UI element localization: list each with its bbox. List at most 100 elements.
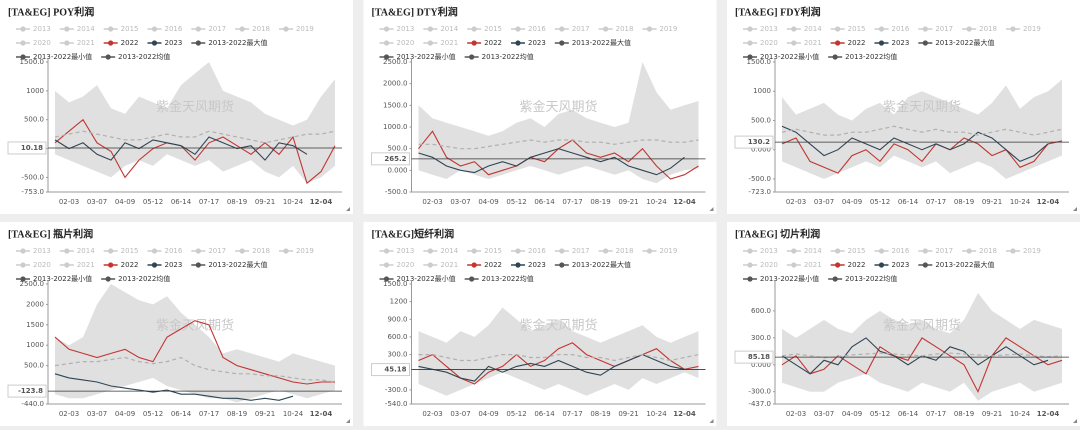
legend-swatch-dot xyxy=(427,40,433,46)
legend-swatch-dot xyxy=(835,248,841,254)
y-tick-label: 1500 xyxy=(26,321,44,329)
x-tick-label: 09-21 xyxy=(255,198,275,206)
legend-label: 2021 xyxy=(77,261,95,269)
legend-label: 2021 xyxy=(440,39,458,47)
x-tick-label: 02-03 xyxy=(59,410,79,418)
y-tick-label: 300.0 xyxy=(751,334,771,342)
legend-item: 2018 xyxy=(235,247,270,255)
x-tick-label: 05-12 xyxy=(143,198,163,206)
legend-item: 2016 xyxy=(510,247,546,255)
legend-swatch-dot xyxy=(64,26,70,32)
resize-handle xyxy=(1073,207,1077,211)
legend-label: 2023 xyxy=(891,261,909,269)
legend-label: 2013-2022最小值 xyxy=(397,274,456,283)
x-tick-label: 06-14 xyxy=(171,410,192,418)
mean-line xyxy=(781,125,1063,136)
y-tick-label: 500.0 xyxy=(24,116,44,124)
legend-item: 2013-2022最小值 xyxy=(743,52,819,61)
legend-label: 2021 xyxy=(440,261,458,269)
range-band xyxy=(55,62,335,184)
legend-label: 2013 xyxy=(33,25,51,33)
x-tick-label: 02-03 xyxy=(786,410,806,418)
resize-handle xyxy=(1073,419,1077,423)
legend-swatch-dot xyxy=(20,276,26,282)
legend-swatch-dot xyxy=(791,26,797,32)
legend-item: 2022 xyxy=(103,261,138,269)
chart-panel: [TA&EG] FDY利润 2013 2014 2015 2016 2017 2018 201… xyxy=(727,0,1080,214)
legend-item: 2014 xyxy=(423,247,459,255)
x-tick-label: 02-03 xyxy=(422,410,442,418)
legend-swatch-dot xyxy=(1010,26,1016,32)
legend-swatch-dot xyxy=(105,276,111,282)
legend-swatch-dot xyxy=(20,40,26,46)
chart-panel: [TA&EG] POY利润 2013 2014 2015 2016 2017 2018 201… xyxy=(0,0,353,214)
legend-swatch-dot xyxy=(878,26,885,32)
legend-label: 2013 xyxy=(33,247,51,255)
legend-item: 2022 xyxy=(830,261,865,269)
y-tick-label: 2500.0 xyxy=(20,280,45,288)
legend-item: 2020 xyxy=(16,39,51,47)
legend-item: 2013-2022均值 xyxy=(464,274,534,283)
watermark: 紫金天风期货 xyxy=(519,318,597,334)
current-value-tag xyxy=(371,152,410,166)
legend-swatch-dot xyxy=(791,40,797,46)
legend-item: 2013 xyxy=(379,25,414,33)
legend-label: 2021 xyxy=(804,39,822,47)
legend-label: 2019 xyxy=(296,247,314,255)
legend-swatch-dot xyxy=(559,40,565,46)
legend-label: 2017 xyxy=(572,247,590,255)
x-tick-label: 09-21 xyxy=(982,410,1002,418)
legend-label: 2013 xyxy=(397,247,415,255)
legend-swatch-dot xyxy=(471,262,477,268)
legend-swatch-dot xyxy=(471,26,477,32)
legend-label: 2015 xyxy=(121,247,139,255)
chart-title: [TA&EG] FDY利润 xyxy=(735,5,821,18)
y-tick-label: 0.000 xyxy=(751,361,771,369)
y-tick-label: 1500.0 xyxy=(20,58,45,66)
chart-panel: [TA&EG] DTY利润 2013 2014 2015 2016 2017 2018 201… xyxy=(363,0,717,214)
x-tick-label: 05-12 xyxy=(506,410,526,418)
legend-swatch-dot xyxy=(835,262,841,268)
legend-label: 2023 xyxy=(528,39,546,47)
chart-title: [TA&EG] DTY利润 xyxy=(372,5,458,18)
legend-swatch-dot xyxy=(195,26,201,32)
legend-item: 2019 xyxy=(1005,25,1041,33)
legend-swatch-dot xyxy=(603,26,609,32)
y-tick-label: -440.0 xyxy=(21,400,44,408)
watermark: 紫金天风期货 xyxy=(883,99,961,115)
legend-swatch-dot xyxy=(195,262,201,268)
y-tick-label: 1500.0 xyxy=(383,280,408,288)
legend-label: 2013-2022最大值 xyxy=(572,38,631,47)
x-tick-label: 02-03 xyxy=(422,198,442,206)
legend-label: 2013-2022最大值 xyxy=(208,38,267,47)
watermark: 紫金天风期货 xyxy=(156,318,234,334)
legend-item: 2016 xyxy=(874,25,910,33)
legend-label: 2014 xyxy=(440,25,458,33)
legend-item: 2023 xyxy=(147,261,182,269)
resize-handle xyxy=(346,419,350,423)
x-tick-label: 05-12 xyxy=(870,410,890,418)
current-value-label: 10.18 xyxy=(21,144,43,152)
x-tick-label: 03-07 xyxy=(450,198,470,206)
legend-item: 2013 xyxy=(379,247,415,255)
x-tick-label: 03-07 xyxy=(450,410,470,418)
series-line xyxy=(781,337,1049,375)
y-tick-label: 2000.0 xyxy=(383,80,408,88)
legend-swatch-dot xyxy=(427,248,433,254)
y-tick-label: 1000 xyxy=(753,87,771,95)
legend-label: 2013-2022均值 xyxy=(845,52,897,61)
legend-item: 2022 xyxy=(830,39,865,47)
x-tick-label: 10-24 xyxy=(283,198,304,206)
x-tick-label: 03-07 xyxy=(87,198,107,206)
legend-item: 2020 xyxy=(743,261,778,269)
legend-item: 2013-2022均值 xyxy=(101,274,170,283)
legend-item: 2016 xyxy=(147,25,183,33)
legend-swatch-dot xyxy=(151,248,158,254)
legend-item: 2019 xyxy=(1005,247,1041,255)
current-value-tag xyxy=(734,350,774,364)
legend-label: 2014 xyxy=(77,25,95,33)
y-tick-label: -500.0 xyxy=(385,188,408,196)
legend-label: 2015 xyxy=(848,25,866,33)
legend-swatch-dot xyxy=(832,276,838,282)
legend-item: 2013-2022最大值 xyxy=(191,38,267,47)
